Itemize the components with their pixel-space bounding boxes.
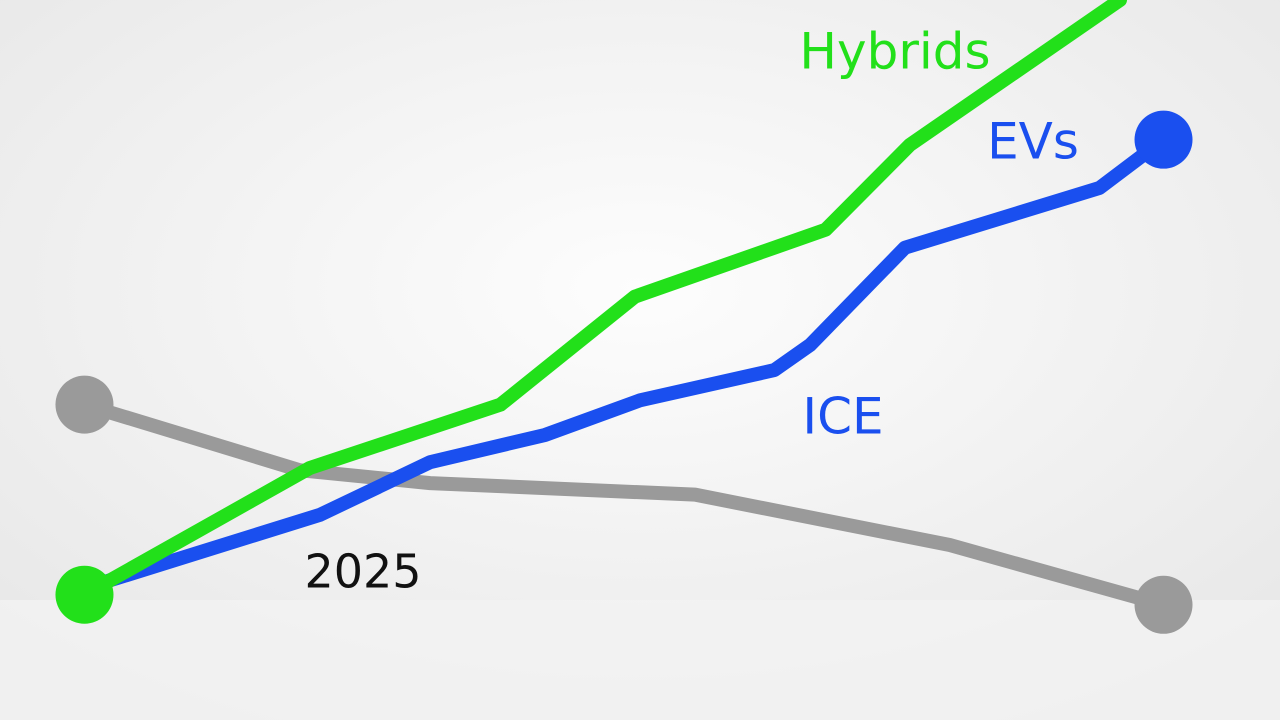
series-label: EVs [987, 113, 1079, 171]
data-line [77, 132, 1171, 596]
end-marker [55, 375, 114, 434]
end-marker [1134, 575, 1193, 634]
series-label: ICE [802, 388, 883, 446]
annotation: 2025 [304, 545, 421, 599]
end-marker [55, 565, 114, 624]
end-marker [1134, 110, 1193, 169]
floor [0, 600, 1280, 720]
series-label: Hybrids [799, 23, 990, 81]
data-line [77, 0, 1127, 602]
data-line [77, 397, 1171, 612]
